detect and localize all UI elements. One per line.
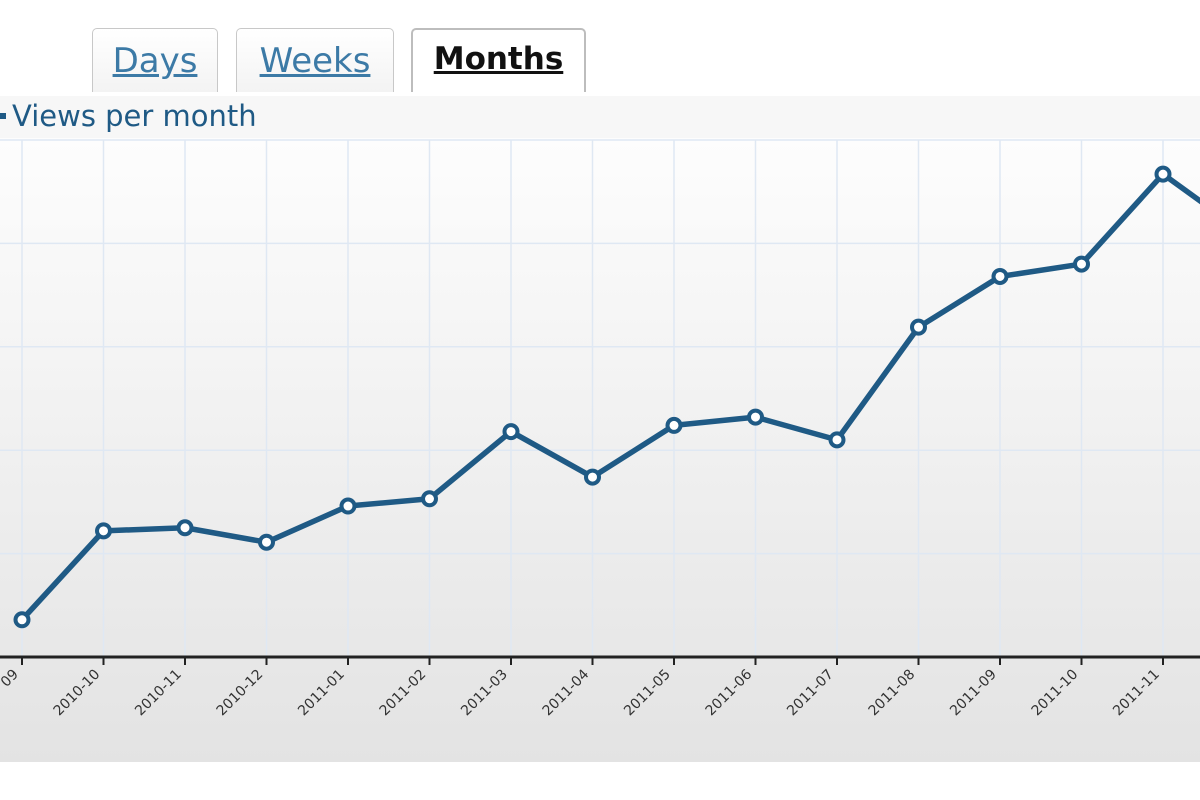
tab-days-label[interactable]: Days [112, 41, 198, 81]
data-point[interactable] [176, 519, 194, 537]
tab-months-label[interactable]: Months [433, 41, 564, 77]
x-axis [0, 655, 1200, 665]
view-tabs: Days Weeks Months [0, 0, 1200, 92]
data-point[interactable] [339, 497, 357, 515]
series-line [19, 171, 1200, 623]
data-point[interactable] [584, 468, 601, 486]
data-point[interactable] [747, 408, 764, 426]
grid-lines [0, 139, 1200, 657]
data-point[interactable] [258, 533, 275, 551]
series-views-per-month [13, 165, 1200, 629]
plot-background [0, 92, 1200, 762]
legend-bar [0, 96, 1200, 138]
tab-weeks[interactable]: Weeks [236, 28, 394, 92]
data-point[interactable] [1154, 165, 1172, 183]
legend-label: Views per month [12, 99, 257, 133]
data-point[interactable] [421, 490, 438, 508]
legend: Views per month [0, 96, 1200, 138]
data-point[interactable] [95, 522, 112, 540]
views-line-chart: 09 2010-10 2010-11 2010-12 2011-01 2011-02 201… [0, 92, 1200, 762]
tab-days[interactable]: Days [92, 28, 218, 92]
data-point[interactable] [910, 318, 927, 336]
data-point[interactable] [502, 423, 520, 441]
data-point[interactable] [13, 611, 31, 629]
data-point[interactable] [1073, 255, 1090, 273]
tab-weeks-label[interactable]: Weeks [259, 41, 371, 81]
data-point[interactable] [828, 431, 846, 449]
tab-months[interactable]: Months [411, 28, 586, 92]
legend-swatch [0, 113, 6, 119]
data-point[interactable] [991, 267, 1009, 285]
data-point[interactable] [665, 416, 683, 434]
